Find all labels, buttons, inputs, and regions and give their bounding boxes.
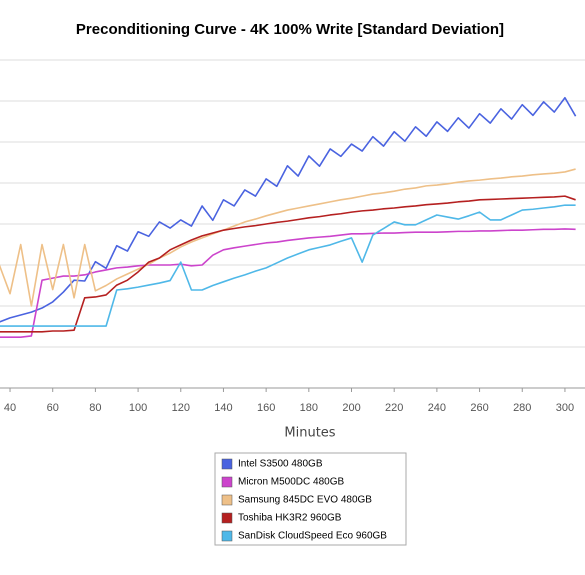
grid (0, 59, 585, 389)
series-line (0, 96, 577, 323)
x-tick-label: 120 (172, 402, 190, 414)
legend-label: Toshiba HK3R2 960GB (238, 513, 342, 524)
legend-swatch (221, 476, 233, 488)
x-tick-label: 160 (257, 402, 275, 414)
x-axis: 40 60 80 100 120 140 160 180 200 220 240 260 280 300 (0, 387, 585, 414)
x-tick-label: 100 (129, 402, 147, 414)
x-tick-label: 300 (556, 402, 574, 414)
x-tick-label: 40 (4, 402, 16, 414)
chart-title: Preconditioning Curve - 4K 100% Write [S… (76, 21, 504, 38)
legend: Intel S3500 480GB Micron M500DC 480GB Sams… (214, 452, 407, 546)
legend-label: Samsung 845DC EVO 480GB (238, 495, 372, 506)
x-tick-label: 200 (342, 402, 360, 414)
x-tick-label: 140 (214, 402, 232, 414)
x-tick-label: 220 (385, 402, 403, 414)
series-line (0, 204, 576, 327)
x-tick-label: 80 (89, 402, 101, 414)
x-tick-label: 60 (47, 402, 59, 414)
legend-swatch (221, 458, 233, 470)
series-line (0, 195, 576, 333)
legend-label: SanDisk CloudSpeed Eco 960GB (238, 531, 387, 542)
legend-swatch (221, 494, 233, 506)
legend-box (214, 452, 407, 546)
series-line (0, 168, 576, 307)
legend-swatch (221, 530, 233, 542)
series-line (0, 228, 576, 338)
x-tick-label: 180 (300, 402, 318, 414)
x-tick-label: 280 (513, 402, 531, 414)
x-tick-label: 240 (428, 402, 446, 414)
legend-label: Micron M500DC 480GB (238, 477, 344, 488)
legend-label: Intel S3500 480GB (238, 459, 323, 470)
x-tick-label: 260 (470, 402, 488, 414)
x-axis-label: Minutes (284, 426, 335, 441)
legend-swatch (221, 512, 233, 524)
plot-area (0, 96, 577, 338)
